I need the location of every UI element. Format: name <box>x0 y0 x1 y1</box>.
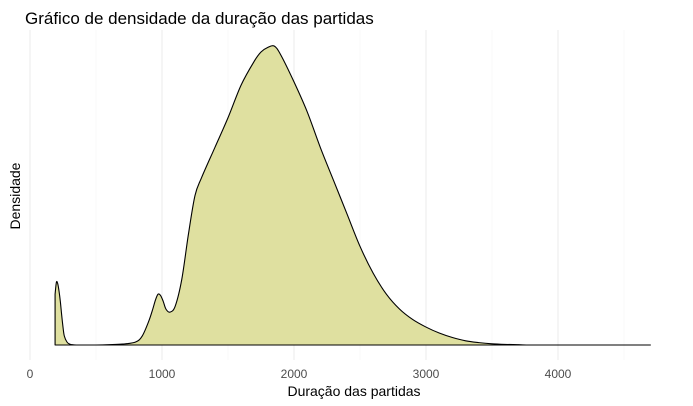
chart-title: Gráfico de densidade da duração das part… <box>25 9 374 28</box>
x-tick-labels: 0 1000 2000 3000 4000 <box>27 367 572 381</box>
density-area <box>54 45 651 346</box>
x-tick-label: 0 <box>27 367 34 381</box>
plot-area <box>54 45 651 346</box>
y-axis-label: Densidade <box>7 162 23 229</box>
x-tick-label: 1000 <box>149 367 176 381</box>
x-tick-label: 2000 <box>281 367 308 381</box>
x-tick-label: 4000 <box>545 367 572 381</box>
x-tick-label: 3000 <box>413 367 440 381</box>
x-axis-label: Duração das partidas <box>287 383 420 399</box>
grid <box>29 30 625 360</box>
